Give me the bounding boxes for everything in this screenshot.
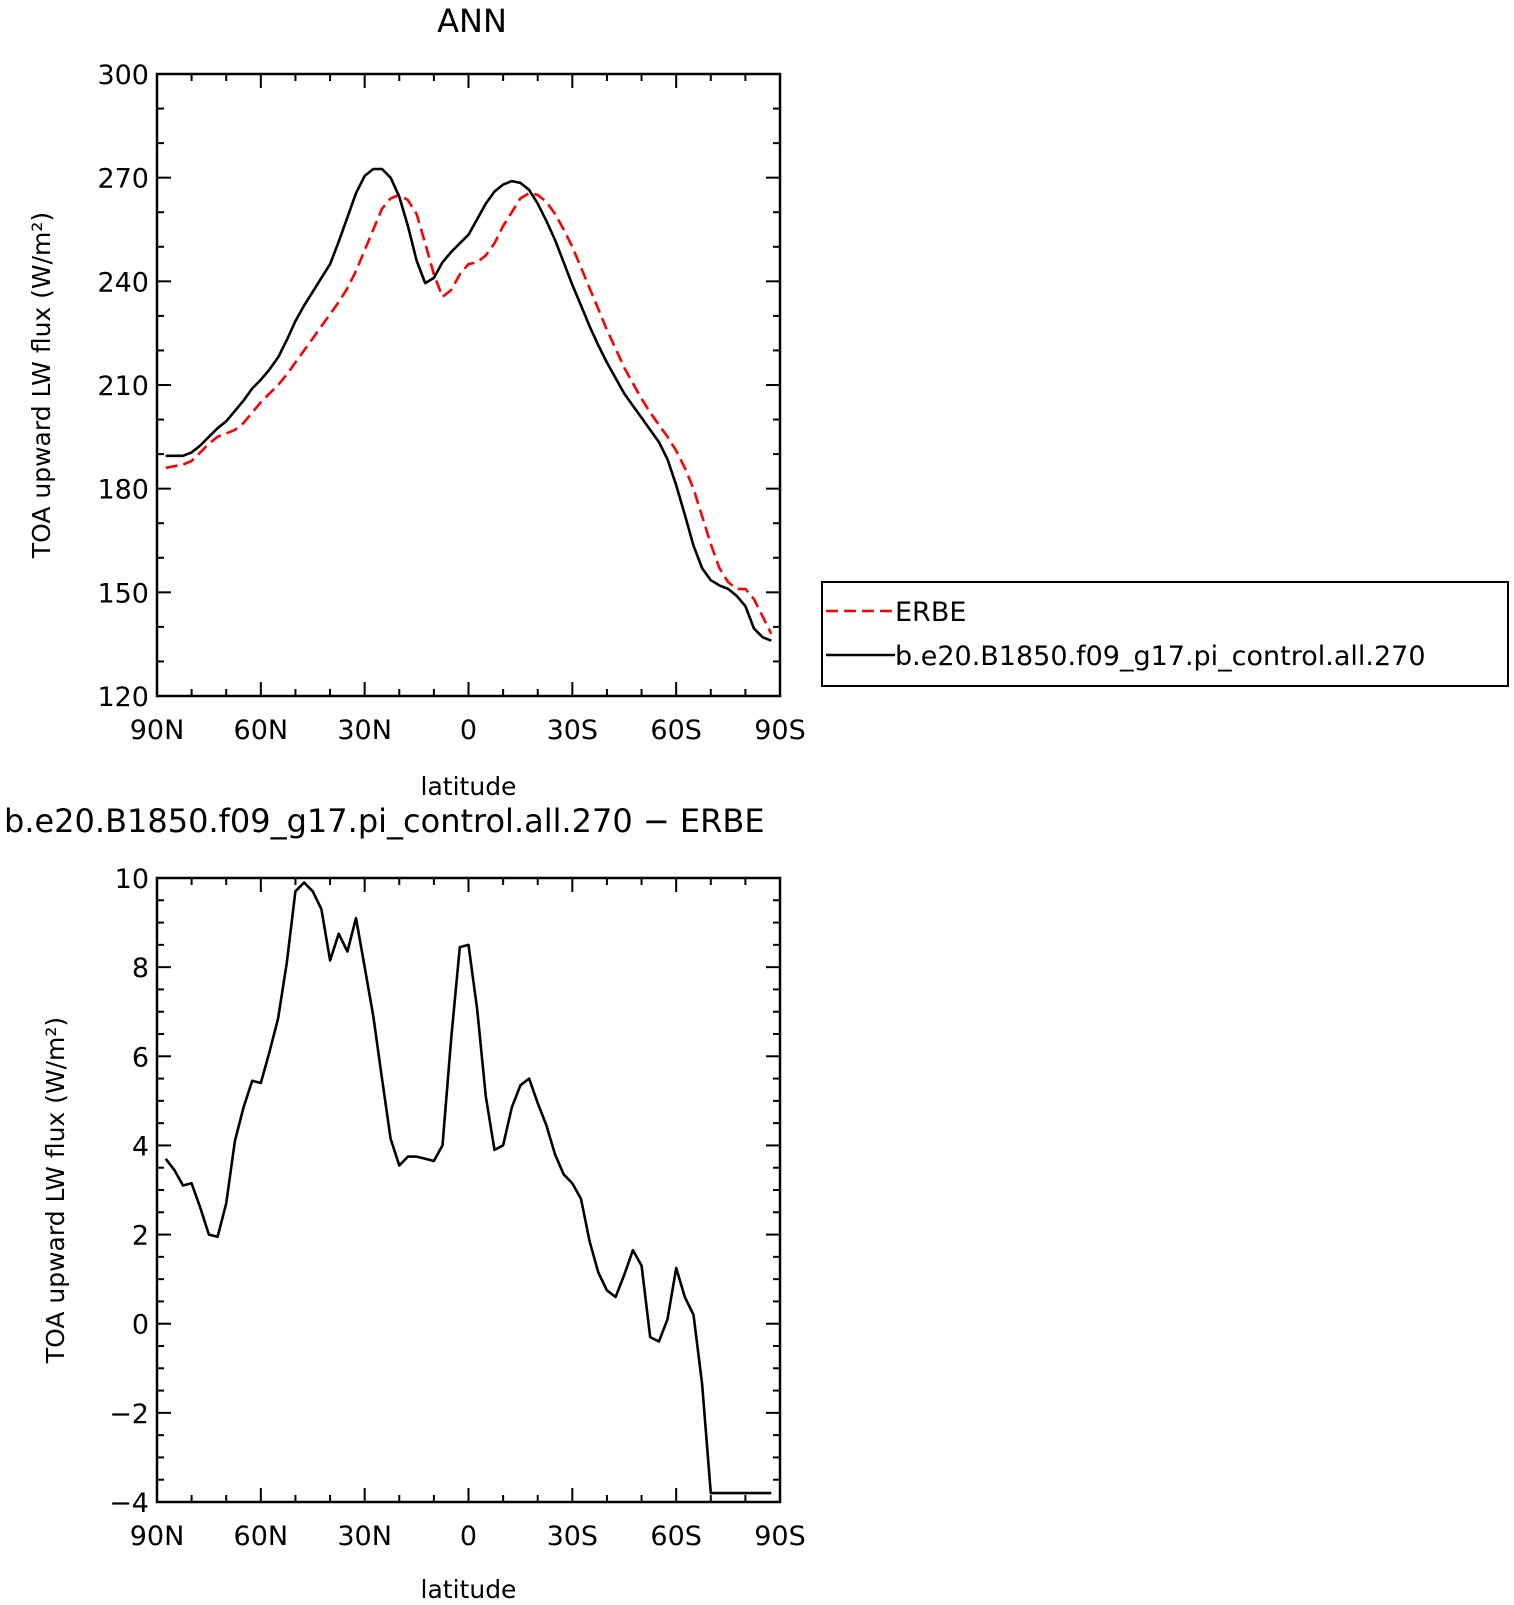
y-tick-label: −4	[109, 1488, 149, 1519]
y-tick-label: 2	[132, 1221, 149, 1252]
x-tick-label: 60S	[650, 1521, 702, 1552]
top-chart-panel: ANN 120 150 180 210 240 270 300 90N 60N 30N 0 30S 60…	[27, 2, 806, 801]
x-tick-label: 30S	[547, 1521, 599, 1552]
top-chart-ticks: 120 150 180 210 240 270 300 90N 60N 30N 0 30S 60S 90S	[97, 60, 805, 746]
y-tick-label: 180	[97, 475, 149, 506]
y-tick-label: 6	[132, 1042, 149, 1073]
y-tick-label: 10	[115, 864, 149, 895]
y-tick-label: 4	[132, 1131, 149, 1162]
legend-label-model: b.e20.B1850.f09_g17.pi_control.all.270	[895, 641, 1426, 672]
legend: ERBE b.e20.B1850.f09_g17.pi_control.all.…	[821, 581, 1509, 687]
bottom-y-axis-label: TOA upward LW flux (W/m²)	[41, 1017, 70, 1364]
x-tick-label: 90S	[754, 1521, 806, 1552]
y-tick-label: 270	[97, 164, 149, 195]
bottom-chart-title: b.e20.B1850.f09_g17.pi_control.all.270 −…	[4, 802, 765, 840]
top-y-axis-label: TOA upward LW flux (W/m²)	[27, 212, 56, 559]
series-line-model	[165, 167, 772, 642]
y-tick-label: 150	[97, 578, 149, 609]
y-tick-label: 0	[132, 1310, 149, 1341]
series-line-erbe	[165, 191, 773, 635]
bottom-x-axis-label: latitude	[421, 1575, 517, 1604]
x-tick-label: 90N	[130, 1521, 185, 1552]
y-tick-label: 120	[97, 682, 149, 713]
y-tick-label: −2	[109, 1399, 149, 1430]
bottom-chart-series	[164, 881, 772, 1495]
x-tick-label: 30S	[547, 715, 599, 746]
x-tick-label: 60N	[234, 715, 289, 746]
x-tick-label: 60N	[234, 1521, 289, 1552]
x-tick-label: 60S	[650, 715, 702, 746]
x-tick-label: 90S	[754, 715, 806, 746]
x-tick-label: 0	[460, 1521, 477, 1552]
x-tick-label: 30N	[337, 1521, 392, 1552]
top-chart-title: ANN	[437, 2, 507, 40]
top-chart-series	[165, 167, 773, 642]
x-tick-label: 90N	[130, 715, 185, 746]
legend-box	[821, 581, 1509, 687]
legend-label-erbe: ERBE	[895, 597, 966, 628]
difference-line	[164, 881, 772, 1495]
y-tick-label: 240	[97, 267, 149, 298]
y-tick-label: 210	[97, 371, 149, 402]
top-chart-frame	[155, 72, 782, 698]
top-x-axis-label: latitude	[421, 772, 517, 801]
y-tick-label: 8	[132, 953, 149, 984]
bottom-chart-panel: b.e20.B1850.f09_g17.pi_control.all.270 −…	[4, 802, 806, 1604]
y-tick-label: 300	[97, 60, 149, 91]
bottom-chart-frame	[155, 876, 782, 1504]
x-tick-label: 30N	[337, 715, 392, 746]
x-tick-label: 0	[460, 715, 477, 746]
